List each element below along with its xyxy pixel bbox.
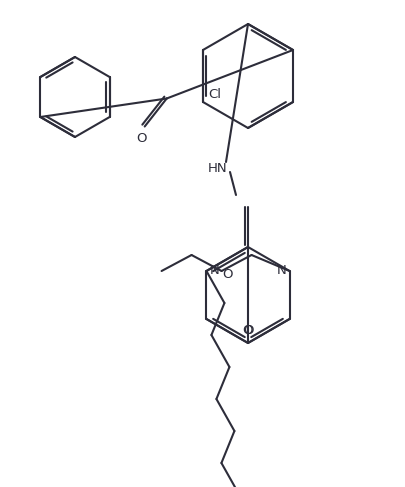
Text: O: O — [136, 132, 147, 145]
Text: O: O — [222, 268, 232, 281]
Text: N: N — [277, 264, 286, 278]
Text: O: O — [243, 324, 254, 337]
Text: HN: HN — [208, 162, 228, 174]
Text: Cl: Cl — [208, 88, 221, 100]
Text: O: O — [242, 324, 252, 337]
Text: N: N — [209, 264, 219, 278]
